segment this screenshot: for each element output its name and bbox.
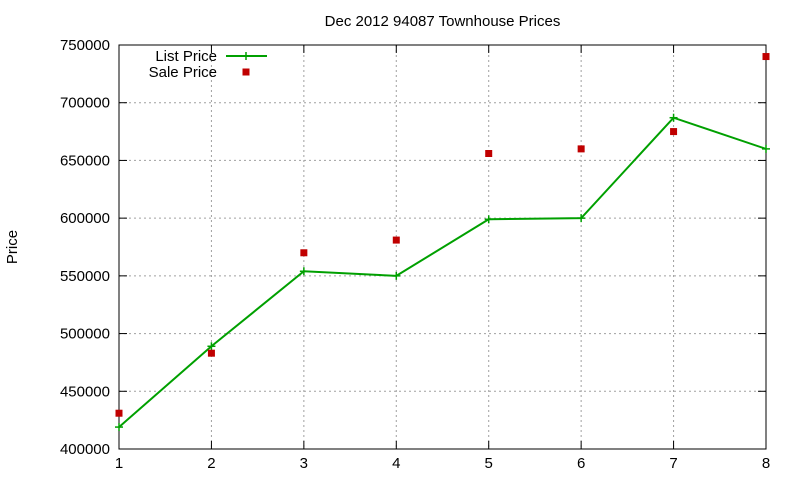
list-price-point (577, 214, 586, 223)
list-price-point (392, 271, 401, 280)
x-tick-label: 2 (207, 455, 215, 472)
x-tick-label: 5 (485, 455, 493, 472)
series-1 (115, 113, 770, 432)
y-tick-label: 400000 (60, 441, 110, 458)
legend-square-marker (242, 68, 250, 76)
list-price-point (115, 423, 123, 432)
legend-label: List Price (155, 48, 217, 65)
sale-price-point (577, 145, 585, 153)
chart-title: Dec 2012 94087 Townhouse Prices (325, 13, 561, 30)
grid (119, 45, 766, 449)
list-price-point (762, 144, 770, 153)
x-tick-label: 6 (577, 455, 585, 472)
y-axis-label: Price (4, 230, 21, 264)
y-tick-label: 450000 (60, 383, 110, 400)
series-2 (115, 53, 770, 417)
y-tick-label: 650000 (60, 152, 110, 169)
x-axis: 1 2 3 4 5 6 7 8 (115, 45, 770, 472)
x-tick-label: 1 (115, 455, 123, 472)
sale-price-point (485, 150, 493, 158)
sale-price-point (300, 249, 308, 257)
list-price-point (299, 267, 308, 276)
list-price-point (669, 113, 678, 122)
sale-price-point (762, 53, 770, 61)
legend-label: Sale Price (149, 64, 217, 81)
y-tick-label: 750000 (60, 37, 110, 54)
y-tick-label: 700000 (60, 95, 110, 112)
x-tick-label: 8 (762, 455, 770, 472)
list-price-point (484, 215, 493, 224)
series-layer (115, 53, 770, 432)
sale-price-point (207, 349, 215, 357)
x-tick-label: 3 (300, 455, 308, 472)
y-tick-label: 500000 (60, 326, 110, 343)
list-price-point (207, 342, 216, 351)
y-axis: 400000 450000 500000 550000 600000 650000 7000… (60, 37, 766, 458)
sale-price-point (392, 236, 400, 244)
y-tick-label: 600000 (60, 210, 110, 227)
list-price-line (118, 116, 767, 428)
legend-plus-marker (242, 52, 250, 60)
x-tick-label: 4 (392, 455, 400, 472)
plot-area-border (118, 44, 767, 450)
x-tick-label: 7 (669, 455, 677, 472)
sale-price-point (115, 409, 123, 417)
y-tick-label: 550000 (60, 268, 110, 285)
sale-price-point (670, 128, 678, 136)
